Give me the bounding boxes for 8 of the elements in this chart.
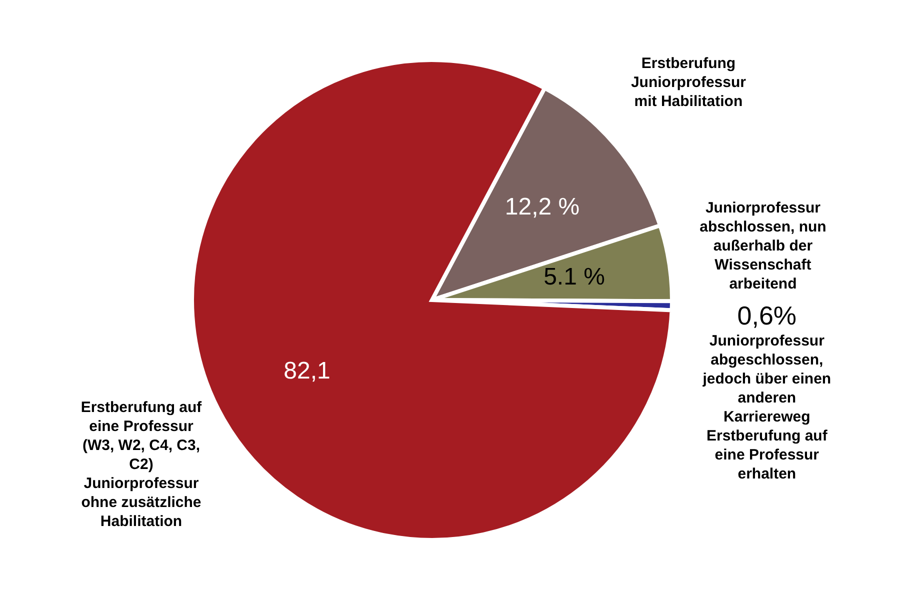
slice-label: Erstberufung Juniorprofessur mit Habilitation bbox=[630, 54, 746, 110]
data-label: 5.1 % bbox=[544, 264, 605, 291]
data-label: 12,2 % bbox=[504, 193, 580, 220]
data-label: 0,6% bbox=[737, 300, 797, 331]
slice-label: Juniorprofessur abgeschlossen, jedoch über einen anderen Karriereweg Erstberufung auf eine Professur erhalten bbox=[702, 332, 832, 483]
data-label: 82,1 bbox=[284, 358, 330, 385]
slice-label: Erstberufung auf eine Professur (W3, W2, C4, C3, C2) Juniorprofessur ohne zusätzliche Habilitation bbox=[80, 398, 203, 530]
slice-label: Juniorprofessur abschlossen, nun außerhalb der Wissenschaft arbeitend bbox=[700, 200, 826, 293]
